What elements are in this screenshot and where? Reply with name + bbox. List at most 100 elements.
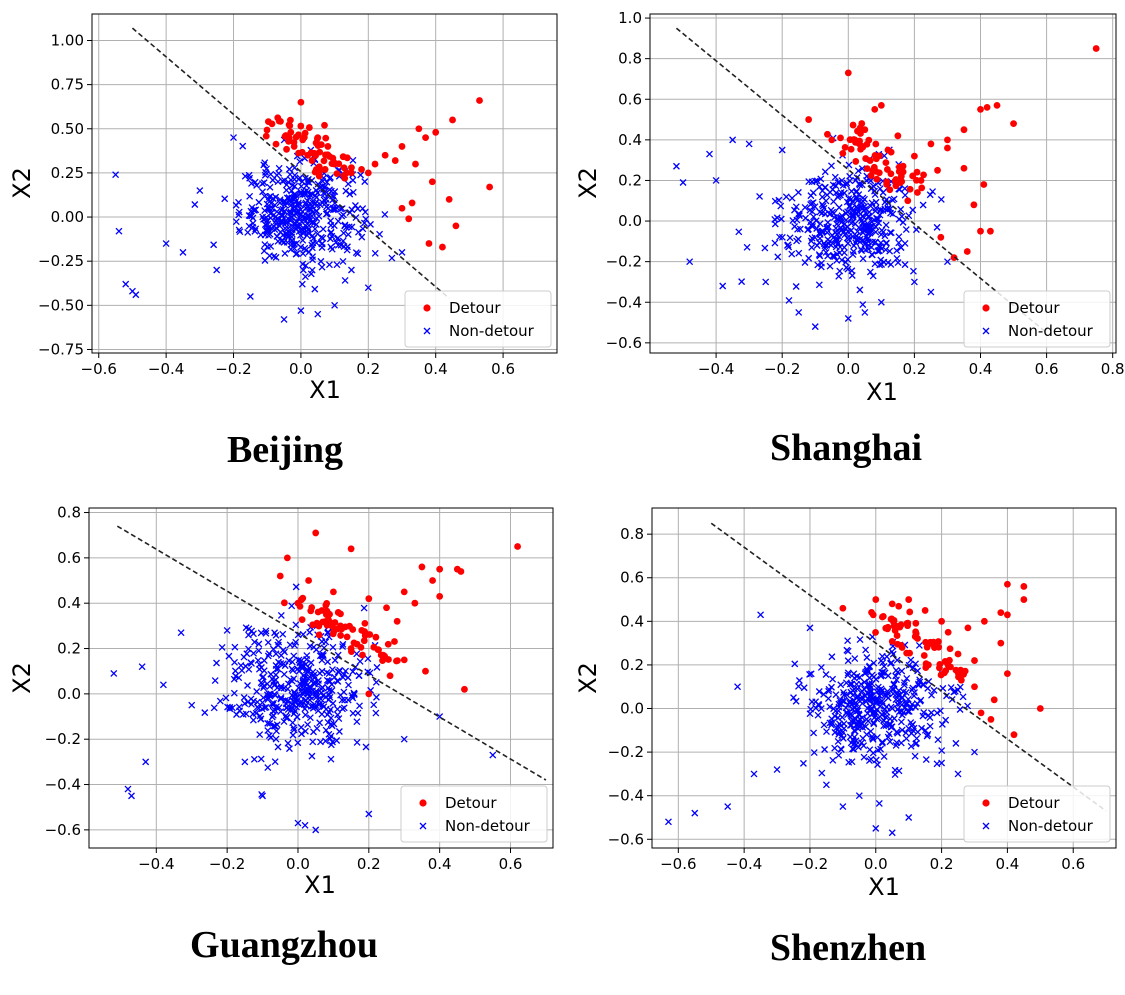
legend-non-detour-marker: [982, 822, 990, 830]
detour-point: [301, 129, 309, 137]
decision-boundary: [710, 522, 1107, 812]
non-detour-point: [261, 192, 269, 200]
non-detour-point: [852, 176, 860, 184]
non-detour-point: [900, 679, 908, 687]
detour-point: [852, 158, 860, 165]
caption-guangzhou: Guangzhou: [190, 924, 378, 966]
non-detour-point: [795, 677, 803, 684]
non-detour-point: [845, 161, 853, 169]
non-detour-point: [388, 254, 396, 262]
non-detour-point: [813, 242, 821, 249]
detour-point: [927, 140, 935, 148]
non-detour-point: [863, 235, 871, 243]
marks: [664, 522, 1107, 837]
detour-point: [365, 595, 373, 603]
non-detour-point: [738, 278, 746, 286]
non-detour-point: [814, 711, 822, 719]
detour-point: [857, 145, 864, 153]
non-detour-point: [339, 211, 347, 219]
y-tick-label: 0.00: [51, 208, 84, 226]
non-detour-point: [912, 660, 920, 668]
non-detour-point: [289, 731, 297, 739]
non-detour-point: [277, 611, 285, 619]
non-detour-point: [252, 225, 260, 233]
detour-point: [1036, 705, 1044, 712]
non-detour-point: [856, 715, 864, 723]
non-detour-point: [350, 690, 358, 698]
non-detour-point: [279, 646, 287, 654]
non-detour-point: [342, 667, 350, 675]
detour-point: [931, 643, 939, 651]
non-detour-point: [288, 602, 296, 610]
non-detour-point: [852, 699, 860, 707]
non-detour-point: [791, 223, 799, 230]
non-detour-point: [818, 228, 826, 235]
non-detour-point: [213, 266, 221, 274]
non-detour-point: [897, 718, 905, 726]
non-detour-point: [361, 178, 369, 186]
detour-point: [391, 157, 399, 164]
non-detour-point: [910, 278, 918, 286]
non-detour-point: [250, 755, 258, 763]
non-detour-point: [179, 248, 187, 256]
detour-point: [944, 628, 952, 636]
non-detour-point: [256, 712, 264, 720]
non-detour-point: [362, 743, 370, 751]
detour-point: [324, 143, 332, 150]
non-detour-point: [672, 162, 680, 170]
non-detour-point: [333, 677, 341, 685]
non-detour-point: [289, 181, 296, 189]
non-detour-point: [322, 199, 330, 207]
non-detour-point: [829, 675, 837, 683]
non-detour-point: [835, 703, 843, 711]
non-detour-point: [290, 726, 298, 734]
non-detour-point: [245, 631, 252, 639]
x-tick-label: −0.4: [148, 360, 184, 378]
non-detour-point: [778, 146, 786, 154]
y-tick-label: −0.4: [45, 776, 81, 794]
non-detour-point: [884, 204, 892, 212]
non-detour-point: [808, 243, 816, 251]
non-detour-point: [856, 636, 864, 644]
detour-point: [391, 638, 398, 645]
non-detour-point: [807, 237, 815, 245]
non-detour-point: [850, 716, 857, 724]
x-tick-label: 0.2: [357, 855, 381, 873]
non-detour-point: [817, 663, 825, 671]
non-detour-point: [830, 198, 837, 206]
non-detour-point: [255, 665, 263, 673]
non-detour-point: [914, 667, 922, 675]
non-detour-point: [336, 666, 344, 674]
non-detour-point: [298, 190, 306, 198]
non-detour-point: [298, 280, 306, 288]
non-detour-point: [314, 189, 322, 197]
non-detour-point: [138, 663, 146, 671]
y-tick-label: 0.8: [618, 50, 642, 68]
non-detour-point: [356, 702, 363, 710]
non-detour-point: [882, 246, 890, 254]
non-detour-point: [372, 693, 380, 701]
non-detour-point: [851, 655, 859, 663]
non-detour-point: [792, 203, 800, 211]
non-detour-point: [889, 196, 897, 204]
detour-point: [361, 629, 369, 637]
non-detour-point: [248, 179, 255, 187]
legend: Detour Non-detour: [963, 290, 1111, 348]
non-detour-point: [858, 693, 866, 701]
non-detour-point: [259, 188, 267, 196]
non-detour-point: [823, 728, 830, 735]
non-detour-point: [301, 821, 309, 829]
detour-point: [337, 632, 345, 639]
non-detour-point: [792, 697, 800, 705]
non-detour-point: [335, 728, 343, 735]
non-detour-point: [820, 721, 828, 729]
non-detour-point: [821, 746, 829, 753]
non-detour-point: [280, 718, 288, 726]
non-detour-point: [895, 233, 903, 241]
detour-point: [385, 656, 392, 663]
non-detour-point: [829, 181, 837, 189]
non-detour-point: [852, 737, 860, 745]
non-detour-point: [257, 755, 265, 763]
detour-point: [977, 709, 985, 717]
non-detour-point: [290, 175, 298, 183]
